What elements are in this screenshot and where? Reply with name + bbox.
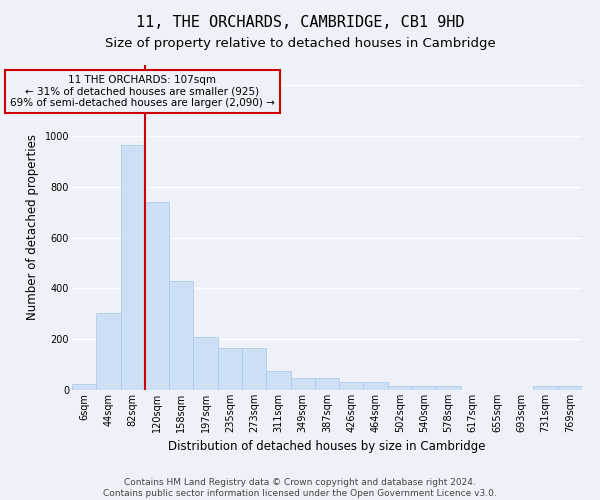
Y-axis label: Number of detached properties: Number of detached properties bbox=[26, 134, 39, 320]
Text: 11, THE ORCHARDS, CAMBRIDGE, CB1 9HD: 11, THE ORCHARDS, CAMBRIDGE, CB1 9HD bbox=[136, 15, 464, 30]
Bar bbox=[242, 348, 266, 390]
Bar bbox=[193, 336, 218, 390]
Bar bbox=[558, 386, 582, 390]
Bar bbox=[218, 348, 242, 390]
Bar bbox=[96, 312, 121, 390]
Bar bbox=[145, 202, 169, 390]
Bar bbox=[315, 378, 339, 390]
X-axis label: Distribution of detached houses by size in Cambridge: Distribution of detached houses by size … bbox=[168, 440, 486, 454]
Text: Contains HM Land Registry data © Crown copyright and database right 2024.
Contai: Contains HM Land Registry data © Crown c… bbox=[103, 478, 497, 498]
Bar bbox=[339, 382, 364, 390]
Text: Size of property relative to detached houses in Cambridge: Size of property relative to detached ho… bbox=[104, 38, 496, 51]
Bar bbox=[290, 378, 315, 390]
Bar bbox=[266, 371, 290, 390]
Bar bbox=[169, 281, 193, 390]
Bar bbox=[388, 386, 412, 390]
Bar bbox=[436, 386, 461, 390]
Bar bbox=[121, 145, 145, 390]
Text: 11 THE ORCHARDS: 107sqm
← 31% of detached houses are smaller (925)
69% of semi-d: 11 THE ORCHARDS: 107sqm ← 31% of detache… bbox=[10, 75, 275, 108]
Bar bbox=[364, 382, 388, 390]
Bar bbox=[533, 386, 558, 390]
Bar bbox=[412, 386, 436, 390]
Bar bbox=[72, 384, 96, 390]
